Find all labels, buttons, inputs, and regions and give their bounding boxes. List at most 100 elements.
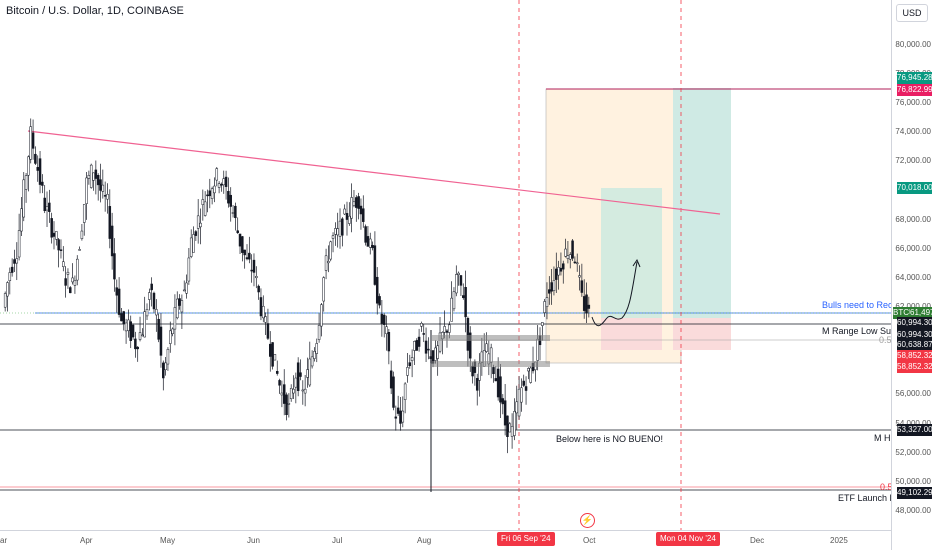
candle-body	[238, 233, 242, 247]
price-box: 58,852.32	[897, 350, 932, 362]
candle-body	[122, 311, 126, 324]
candle-body	[245, 257, 249, 260]
candle-body	[306, 369, 309, 378]
time-axis-label: Dec	[750, 536, 765, 545]
currency-button[interactable]: USD	[896, 4, 928, 22]
candle-body	[171, 328, 174, 334]
candle-body	[145, 309, 149, 317]
candle-body	[203, 201, 207, 216]
candle-body	[43, 197, 46, 212]
candle-body	[471, 365, 474, 377]
candle-body	[331, 235, 335, 239]
highlighted-date-label: Fri 06 Sep '24	[497, 532, 555, 546]
time-axis-border	[0, 530, 891, 531]
candle-body	[350, 197, 353, 219]
candle-body	[236, 230, 239, 233]
candle-body	[131, 324, 135, 338]
candle-body	[578, 275, 581, 278]
candle-body	[141, 334, 144, 337]
candle-body	[466, 317, 470, 351]
candle-body	[348, 215, 351, 224]
projected-path[interactable]	[591, 261, 638, 327]
candle-body	[8, 272, 12, 282]
candle-body	[162, 362, 165, 379]
candle-body	[513, 411, 516, 436]
candle-body	[194, 231, 198, 236]
candle-body	[127, 319, 130, 331]
candle-body	[66, 271, 70, 275]
candle-body	[115, 287, 119, 296]
candle-body	[396, 407, 400, 414]
candle-body	[264, 316, 267, 323]
candle-body	[285, 394, 288, 415]
fib-half-low-label: 0.5	[880, 482, 893, 492]
candle-body	[224, 176, 228, 187]
candle-body	[408, 362, 412, 367]
no-bueno-label: Below here is NO BUENO!	[556, 434, 664, 444]
candle-body	[492, 367, 495, 375]
candle-body	[375, 276, 379, 304]
candle-body	[220, 184, 223, 186]
price-box: 49,102.29	[897, 487, 932, 499]
candle-body	[494, 378, 498, 382]
candle-body	[287, 403, 291, 405]
candle-body	[327, 261, 330, 264]
candle-body	[96, 175, 100, 186]
candle-body	[129, 321, 132, 341]
candle-body	[80, 230, 84, 239]
candle-body	[29, 126, 32, 160]
time-axis-label: Jul	[332, 536, 343, 545]
candle-body	[343, 208, 346, 215]
price-tick: 80,000.00	[895, 39, 931, 49]
long-position-target-zone[interactable]	[601, 188, 662, 318]
candle-body	[524, 386, 528, 391]
candle-body	[271, 342, 274, 367]
candle-body	[489, 347, 493, 363]
candle-body	[359, 205, 363, 215]
price-tick: 50,000.00	[895, 476, 931, 486]
candle-body	[496, 368, 500, 398]
candle-body	[450, 297, 453, 322]
range-box-lower[interactable]	[432, 361, 550, 367]
candle-body	[3, 293, 7, 308]
candle-body	[148, 292, 151, 300]
long-position-target-zone-2[interactable]	[673, 88, 731, 318]
candle-body	[178, 298, 181, 306]
position-zones[interactable]	[545, 88, 731, 364]
candle-body	[315, 343, 319, 354]
candle-body	[280, 392, 284, 396]
candle-body	[108, 206, 112, 239]
candle-body	[559, 267, 563, 272]
candle-body	[503, 400, 507, 426]
long-position-stop-zone[interactable]	[601, 318, 662, 350]
candle-body	[36, 167, 39, 171]
descending-trendline[interactable]	[27, 130, 721, 215]
flash-icon[interactable]: ⚡	[580, 513, 595, 528]
time-axis-label: Apr	[80, 536, 93, 545]
candle-body	[169, 330, 172, 344]
candle-body	[113, 253, 116, 280]
candle-body	[378, 296, 381, 306]
candle-body	[555, 268, 558, 280]
long-position-stop-zone-2[interactable]	[673, 318, 731, 350]
highlighted-date-label: Mon 04 Nov '24	[656, 532, 720, 546]
candle-body	[275, 371, 279, 374]
candle-body	[536, 338, 539, 361]
candle-body	[85, 177, 88, 204]
candle-body	[234, 205, 237, 219]
candle-body	[464, 287, 467, 318]
candle-body	[71, 277, 74, 283]
price-tick: 72,000.00	[895, 156, 931, 166]
candle-body	[324, 255, 328, 271]
price-tick: 76,000.00	[895, 98, 931, 108]
candle-body	[550, 282, 553, 292]
candle-body	[92, 172, 95, 181]
candle-body	[357, 196, 360, 209]
candle-body	[448, 324, 451, 333]
range-box-upper[interactable]	[432, 335, 550, 341]
candle-body	[568, 254, 572, 260]
candle-body	[399, 410, 402, 424]
candle-body	[52, 232, 56, 237]
candle-body	[566, 255, 570, 259]
